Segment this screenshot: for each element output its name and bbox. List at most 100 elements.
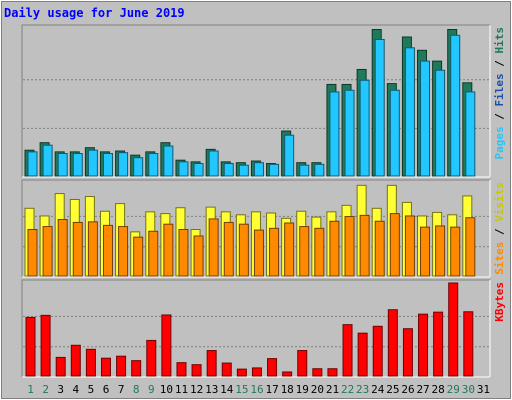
bar-kbytes-day-28 [433, 311, 444, 377]
bar-sites-day-18 [284, 222, 295, 277]
bar-hits-day-8 [133, 157, 144, 177]
bar-hits-day-4 [72, 153, 83, 177]
bar-hits-day-27 [420, 60, 431, 177]
bar-hits-day-17 [269, 163, 280, 177]
x-tick-label-3: 3 [57, 383, 64, 396]
panel-hits-files-pages: Pages / Files / Hits [21, 24, 506, 178]
bar-kbytes-day-30 [463, 311, 474, 377]
bar-hits-day-5 [87, 149, 98, 177]
bar-sites-day-9 [148, 230, 159, 277]
bar-hits-day-19 [299, 164, 310, 177]
bar-kbytes-day-7 [116, 355, 127, 377]
x-tick-label-15: 15 [235, 383, 248, 396]
bar-sites-day-16 [253, 229, 264, 277]
x-tick-label-10: 10 [160, 383, 173, 396]
x-tick-label-16: 16 [250, 383, 263, 396]
right-label-part: Visits [493, 182, 506, 222]
x-tick-label-6: 6 [103, 383, 110, 396]
bar-kbytes-day-1 [25, 316, 36, 377]
bar-kbytes-day-16 [251, 367, 262, 377]
bar-hits-day-24 [374, 38, 385, 177]
bar-sites-day-27 [420, 226, 431, 277]
bar-kbytes-day-24 [372, 325, 383, 377]
bar-sites-day-3 [57, 218, 68, 277]
bar-sites-day-21 [329, 220, 340, 277]
bar-kbytes-day-13 [206, 350, 217, 377]
x-tick-label-23: 23 [356, 383, 369, 396]
bar-kbytes-day-4 [70, 344, 81, 377]
bar-hits-day-22 [344, 89, 355, 177]
right-label-part: Pages [493, 126, 506, 159]
x-tick-label-26: 26 [401, 383, 414, 396]
bar-kbytes-day-14 [221, 362, 232, 377]
bar-kbytes-day-18 [282, 371, 293, 377]
bar-hits-day-29 [450, 34, 461, 177]
bar-kbytes-day-22 [342, 324, 353, 377]
x-tick-label-18: 18 [281, 383, 294, 396]
bar-kbytes-day-19 [297, 350, 308, 377]
x-tick-label-5: 5 [88, 383, 95, 396]
x-tick-label-1: 1 [27, 383, 34, 396]
bar-hits-day-7 [118, 152, 129, 177]
x-tick-label-25: 25 [386, 383, 399, 396]
bar-kbytes-day-15 [236, 368, 247, 377]
x-tick-label-11: 11 [175, 383, 188, 396]
panels-group: Pages / Files / Hits Sites / Visits KBytes [21, 24, 506, 378]
x-tick-label-8: 8 [133, 383, 140, 396]
bar-kbytes-day-10 [161, 314, 172, 377]
x-tick-label-27: 27 [416, 383, 429, 396]
bar-hits-day-11 [178, 161, 189, 177]
bar-kbytes-day-25 [387, 309, 398, 377]
bar-hits-day-6 [102, 153, 113, 177]
bar-hits-day-14 [223, 163, 234, 177]
bar-sites-day-28 [435, 225, 446, 277]
bar-hits-day-3 [57, 153, 68, 177]
bar-hits-day-23 [359, 79, 370, 177]
x-tick-label-21: 21 [326, 383, 339, 396]
right-label-part: / [493, 222, 506, 242]
x-tick-label-20: 20 [311, 383, 324, 396]
bar-hits-day-20 [314, 163, 325, 177]
bar-hits-day-12 [193, 163, 204, 177]
bar-kbytes-day-20 [312, 368, 323, 377]
x-tick-label-12: 12 [190, 383, 203, 396]
panel-visits-sites: Sites / Visits [21, 179, 506, 278]
x-tick-label-13: 13 [205, 383, 218, 396]
bar-kbytes-day-12 [191, 364, 202, 377]
bar-kbytes-day-6 [100, 357, 111, 377]
bar-hits-day-18 [284, 134, 295, 177]
x-tick-label-29: 29 [447, 383, 460, 396]
x-tick-label-9: 9 [148, 383, 155, 396]
x-tick-label-2: 2 [42, 383, 49, 396]
bar-sites-day-11 [178, 229, 189, 277]
bar-hits-day-28 [435, 69, 446, 177]
bar-kbytes-day-21 [327, 368, 338, 377]
bar-kbytes-day-17 [267, 358, 278, 377]
right-label-part: Hits [493, 27, 506, 54]
bar-kbytes-day-27 [418, 313, 429, 377]
bar-sites-day-6 [102, 224, 113, 277]
bar-sites-day-4 [72, 221, 83, 277]
x-tick-label-4: 4 [73, 383, 80, 396]
bar-hits-day-13 [208, 150, 219, 177]
x-tick-label-17: 17 [265, 383, 278, 396]
bar-sites-day-20 [314, 227, 325, 277]
right-series-label: Sites / Visits [493, 182, 506, 275]
bar-hits-day-21 [329, 91, 340, 177]
bar-hits-day-9 [148, 153, 159, 177]
bar-sites-day-13 [208, 218, 219, 277]
bar-sites-day-29 [450, 226, 461, 277]
bar-hits-day-16 [253, 162, 264, 177]
bar-hits-day-26 [404, 47, 415, 177]
bar-sites-day-22 [344, 216, 355, 277]
right-label-part: Sites [493, 242, 506, 275]
x-tick-label-30: 30 [462, 383, 475, 396]
bar-kbytes-day-11 [176, 362, 187, 377]
bar-sites-day-30 [465, 217, 476, 277]
right-label-part: Files [493, 73, 506, 106]
bar-kbytes-day-26 [402, 328, 413, 377]
x-ticks-group: 1 2 3 4 5 6 7 8 9 10 11 12 13 14 15 16 17 18 19 20 21 22 23 24 2… [27, 383, 490, 396]
